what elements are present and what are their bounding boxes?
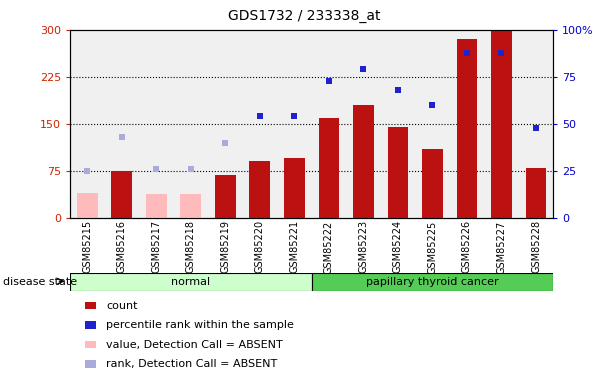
Bar	[70, 273, 311, 291]
Bar	[146, 194, 167, 217]
Text: papillary thyroid cancer: papillary thyroid cancer	[366, 277, 499, 286]
Bar	[249, 161, 270, 218]
Bar	[181, 194, 201, 217]
Bar	[491, 30, 512, 217]
Text: rank, Detection Call = ABSENT: rank, Detection Call = ABSENT	[106, 359, 278, 369]
Text: percentile rank within the sample: percentile rank within the sample	[106, 320, 294, 330]
Text: disease state: disease state	[3, 277, 77, 286]
Bar	[77, 192, 97, 217]
Bar	[526, 168, 547, 217]
Bar	[353, 105, 374, 218]
Bar	[457, 39, 477, 218]
Text: count: count	[106, 301, 138, 310]
Bar	[284, 158, 305, 218]
Bar	[311, 273, 553, 291]
Bar	[387, 127, 408, 218]
Bar	[422, 149, 443, 217]
Text: GDS1732 / 233338_at: GDS1732 / 233338_at	[228, 9, 380, 23]
Text: value, Detection Call = ABSENT: value, Detection Call = ABSENT	[106, 340, 283, 350]
Text: normal: normal	[171, 277, 210, 286]
Bar	[111, 171, 132, 217]
Bar	[319, 117, 339, 218]
Bar	[215, 175, 236, 217]
